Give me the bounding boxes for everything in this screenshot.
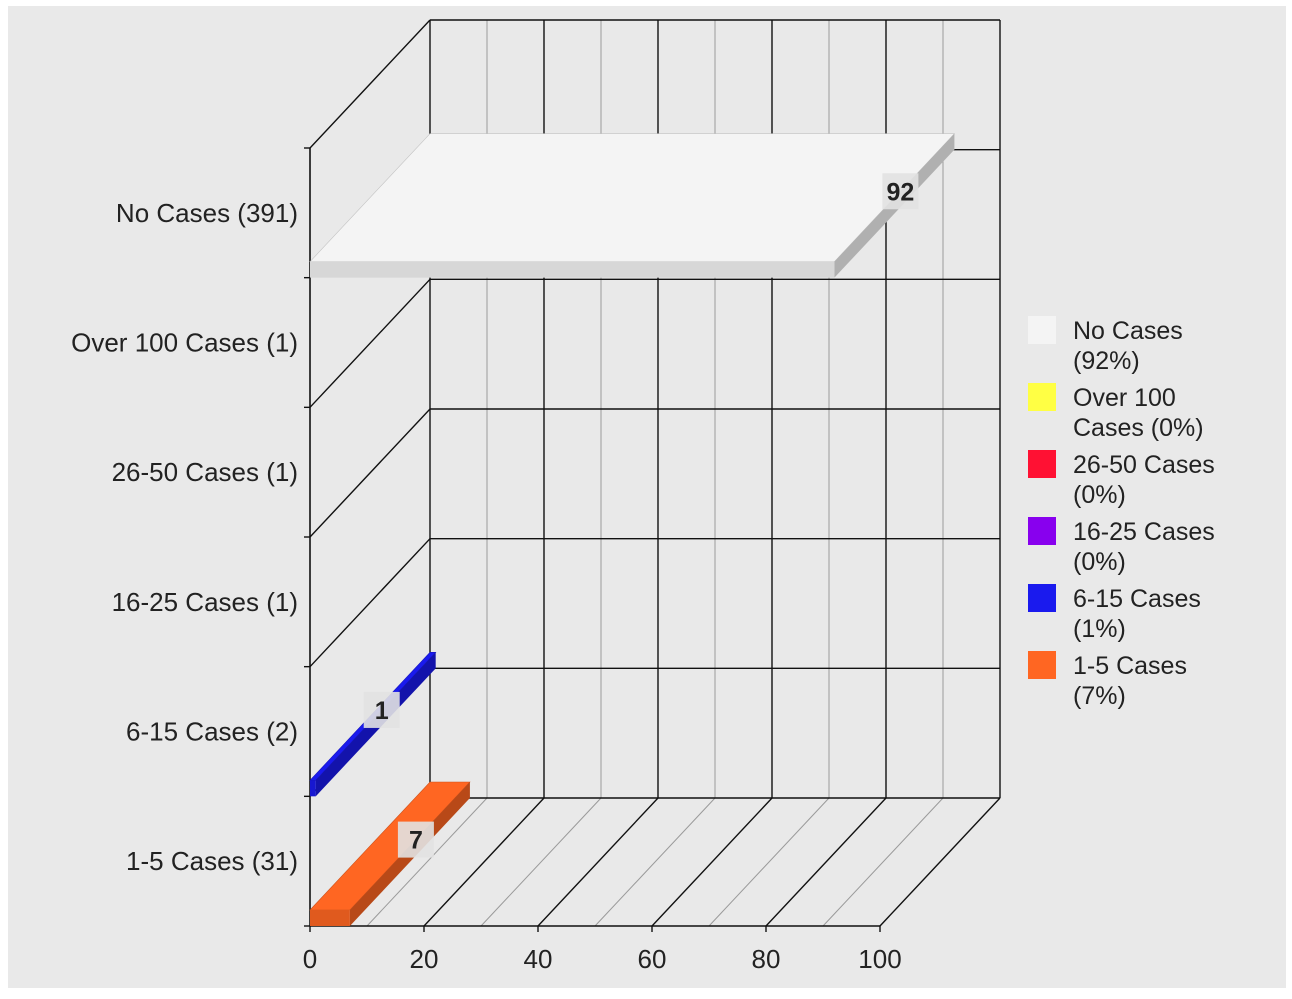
side-wall-depth-line [309,19,431,149]
legend-swatch [1028,383,1056,411]
data-label: 7 [409,827,423,855]
legend-label-line2: (0%) [1073,481,1126,509]
data-label-background [882,173,919,210]
bars: 7 1 92 [309,133,956,926]
side-wall-depth-line [309,538,431,668]
legend-swatch [1028,651,1056,679]
legend-label-line1: 26-50 Cases [1073,451,1215,479]
legend-swatch [1028,584,1056,612]
floor-gridline-minor [366,797,488,927]
legend-label-line1: 16-25 Cases [1073,518,1215,546]
floor-gridline-minor [708,797,830,927]
legend-label-line1: No Cases [1073,317,1183,345]
side-wall-depth-line [309,278,431,408]
floor-gridline-minor [822,797,944,927]
category-label: 1-5 Cases (31) [126,846,298,876]
bar-front-face [310,261,835,278]
data-label-background [397,821,434,858]
x-tick-label: 40 [524,944,553,974]
legend-label-line2: (92%) [1073,347,1140,375]
legend-label-line1: 6-15 Cases [1073,585,1201,613]
floor-gridline-major [879,797,1001,927]
side-wall-depth-line [309,408,431,538]
x-tick-label: 0 [303,944,317,974]
floor-gridline-major [651,797,773,927]
legend-label-line2: Cases (0%) [1073,414,1204,442]
x-tick-label: 80 [752,944,781,974]
x-tick-label: 60 [638,944,667,974]
legend-swatch [1028,316,1056,344]
category-label: 26-50 Cases (1) [112,457,298,487]
floor-gridline-major [765,797,887,927]
legend-label-line2: (1%) [1073,615,1126,643]
data-label-background [363,691,400,728]
data-label: 92 [886,178,914,206]
x-tick-label: 100 [858,944,901,974]
floor-gridline-minor [480,797,602,927]
floor-gridline-minor [594,797,716,927]
floor-gridline-major [537,797,659,927]
bar-front-face [310,780,316,797]
category-label: 16-25 Cases (1) [112,587,298,617]
legend-label-line1: 1-5 Cases [1073,652,1187,680]
x-tick-labels: 0 20 40 60 80 100 [303,926,902,974]
bar-front-face [310,910,350,926]
data-label: 1 [375,697,389,725]
x-tick-label: 20 [410,944,439,974]
legend-label-line2: (0%) [1073,548,1126,576]
legend-swatch [1028,517,1056,545]
legend-label-line1: Over 100 [1073,384,1176,412]
legend-label-line2: (7%) [1073,682,1126,710]
legend-swatch [1028,450,1056,478]
floor-gridline-major [423,797,545,927]
category-label: 6-15 Cases (2) [126,717,298,747]
y-tick-labels: No Cases (391) Over 100 Cases (1) 26-50 Ca… [71,198,298,876]
category-label: Over 100 Cases (1) [71,328,298,358]
category-label: No Cases (391) [116,198,298,228]
